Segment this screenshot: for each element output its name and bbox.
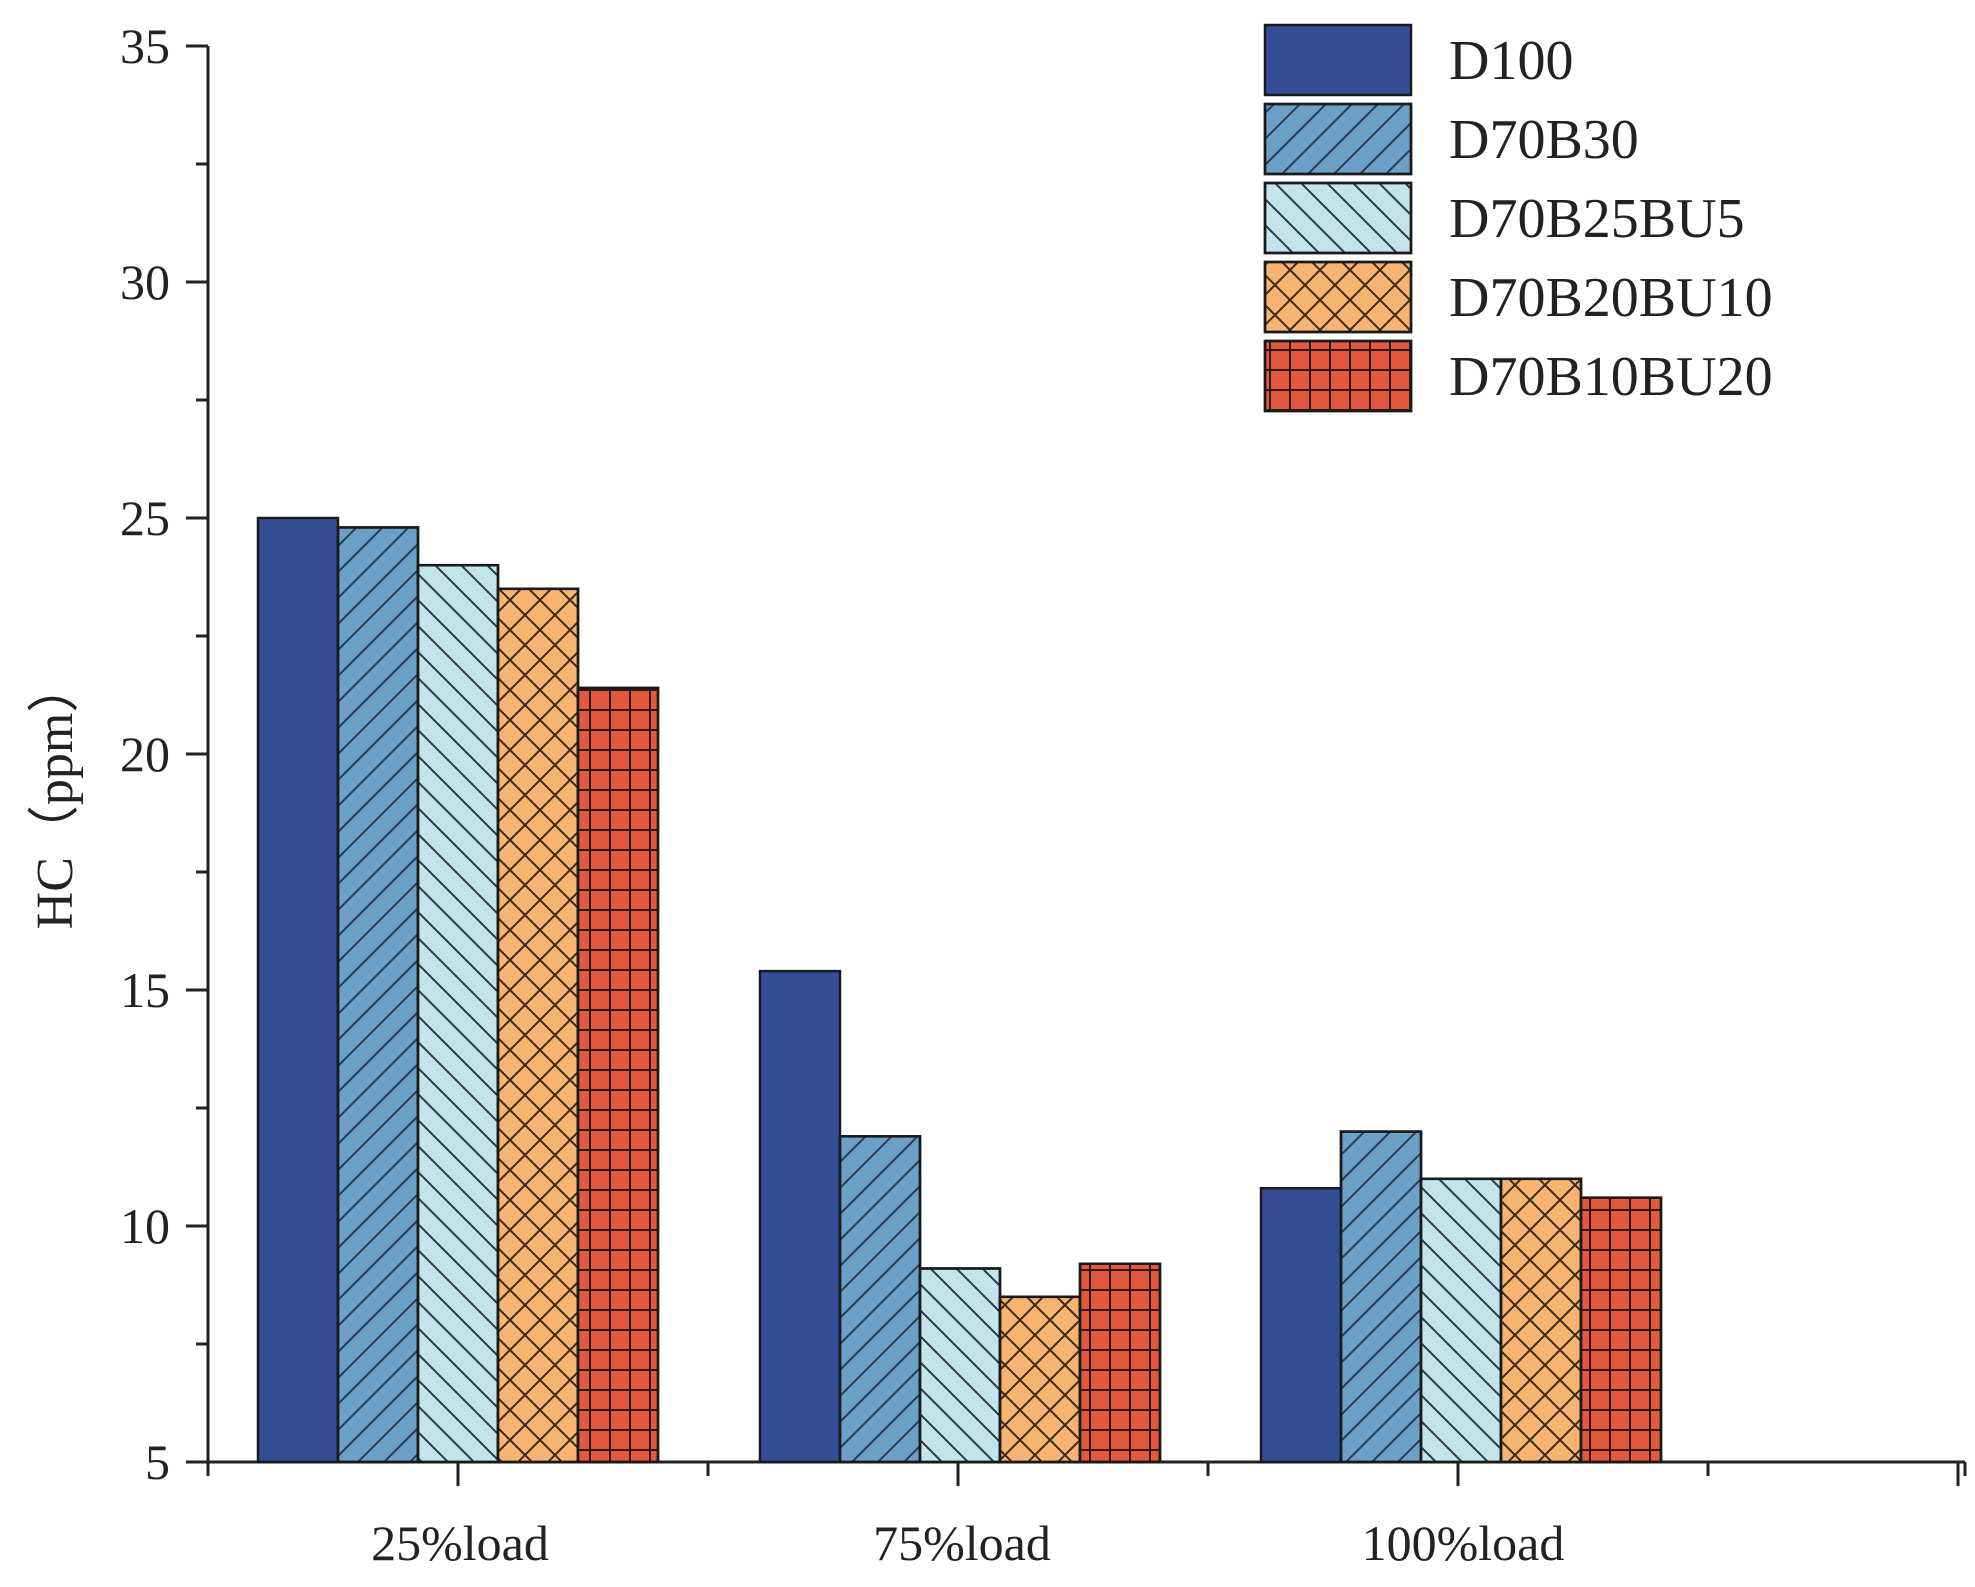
legend-swatch-hatch xyxy=(1263,339,1413,413)
x-tick-label: 75%load xyxy=(873,1515,1051,1571)
legend-swatch-hatch xyxy=(1263,181,1413,255)
bar-hatch xyxy=(918,1267,1002,1464)
bar xyxy=(256,516,340,1464)
bar-hatch xyxy=(336,526,420,1464)
legend-label: D70B25BU5 xyxy=(1449,188,1745,250)
legend-label: D70B30 xyxy=(1449,109,1639,171)
bar-hatch xyxy=(1419,1177,1503,1464)
bar-hatch xyxy=(838,1135,922,1464)
bars xyxy=(256,516,1663,1464)
legend-label: D70B10BU20 xyxy=(1449,346,1773,408)
legend-swatch-hatch xyxy=(1263,260,1413,334)
bar-hatch xyxy=(1339,1130,1423,1464)
legend-label: D70B20BU10 xyxy=(1449,267,1773,329)
bar xyxy=(758,969,842,1464)
legend-label: D100 xyxy=(1449,30,1573,92)
bar xyxy=(1259,1186,1343,1464)
legend: D100 D70B30 D70B25BU5 D70B20BU10 D70B10BU20 xyxy=(1263,23,1773,413)
y-tick-label: 5 xyxy=(145,1434,170,1490)
y-tick-label: 30 xyxy=(120,254,170,310)
bar-hatch xyxy=(416,563,500,1464)
bar-hatch xyxy=(576,686,660,1464)
legend-swatch xyxy=(1263,23,1413,97)
y-tick-label: 35 xyxy=(120,18,170,74)
y-axis-title: HC（ppm） xyxy=(27,661,84,930)
y-tick-label: 15 xyxy=(120,962,170,1018)
bar-hatch xyxy=(998,1295,1082,1464)
x-tick-label: 100%load xyxy=(1362,1515,1565,1571)
x-tick-label: 25%load xyxy=(371,1515,549,1571)
legend-swatch-hatch xyxy=(1263,102,1413,176)
bar-hatch xyxy=(496,587,580,1464)
bar-hatch xyxy=(1579,1196,1663,1464)
bar-hatch xyxy=(1078,1262,1162,1464)
y-tick-label: 25 xyxy=(120,490,170,546)
y-tick-label: 10 xyxy=(120,1198,170,1254)
y-tick-label: 20 xyxy=(120,726,170,782)
bar-hatch xyxy=(1499,1177,1583,1464)
